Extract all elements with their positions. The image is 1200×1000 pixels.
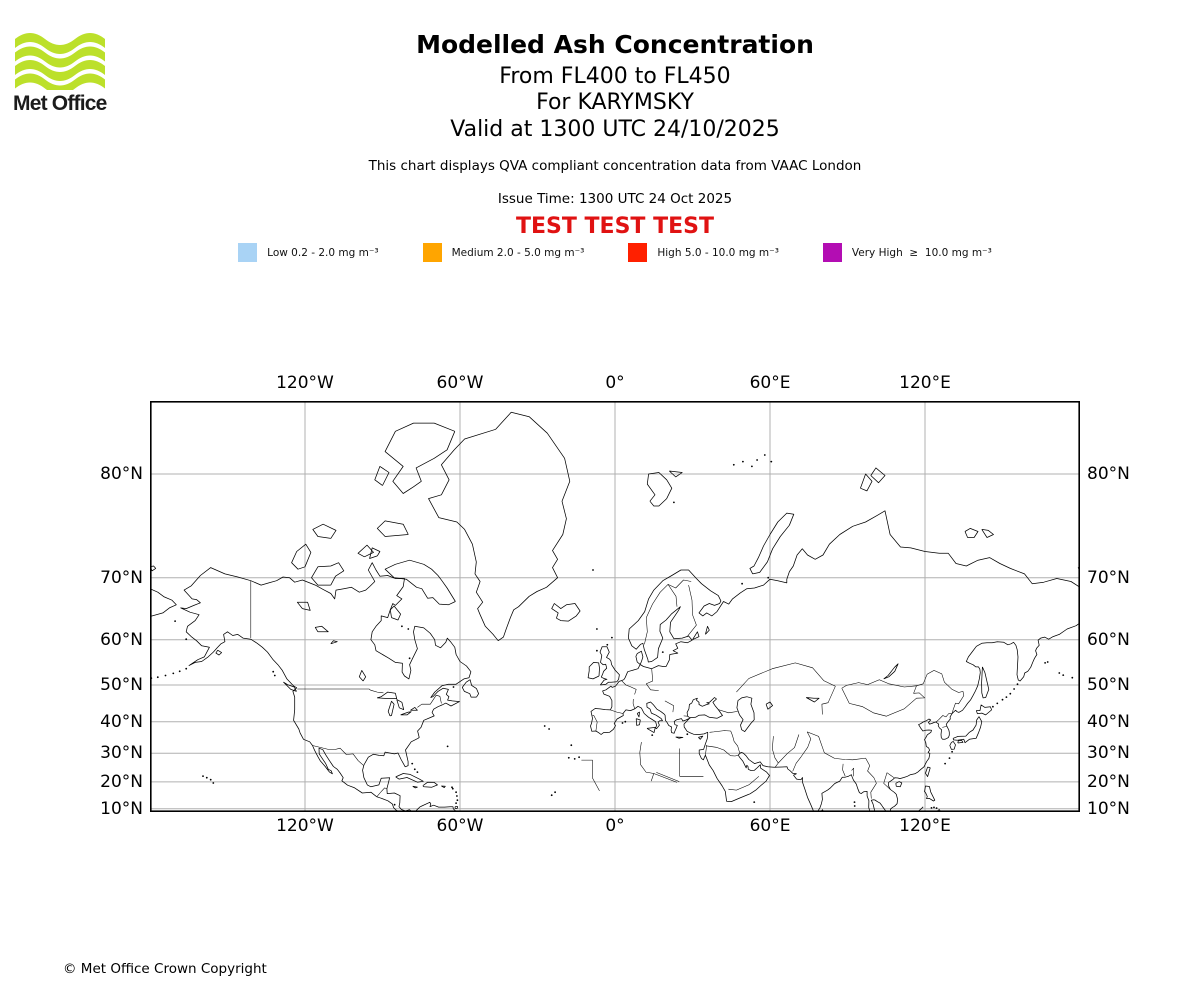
met-office-logo: Met Office <box>13 26 109 116</box>
world-map-panel <box>150 401 1081 812</box>
lat-tick-left: 60°N <box>100 629 143 650</box>
qva-description: This chart displays QVA compliant concen… <box>368 158 862 174</box>
lon-tick-top: 120°E <box>899 373 951 393</box>
lon-tick-bottom: 60°W <box>436 816 484 836</box>
legend-item-low: Low 0.2 - 2.0 mg m⁻³ <box>238 243 379 262</box>
subtitle-valid-time: Valid at 1300 UTC 24/10/2025 <box>450 117 780 142</box>
lat-tick-right: 30°N <box>1087 743 1130 764</box>
copyright-notice: © Met Office Crown Copyright <box>63 961 267 977</box>
legend-item-very-high: Very High ≥ 10.0 mg m⁻³ <box>822 243 992 262</box>
world-map <box>150 401 1081 812</box>
concentration-legend: Low 0.2 - 2.0 mg m⁻³ Medium 2.0 - 5.0 mg… <box>150 243 1080 262</box>
lat-tick-left: 30°N <box>100 743 143 764</box>
lon-tick-bottom: 60°E <box>749 816 791 836</box>
met-office-waves-icon <box>15 33 105 90</box>
subtitle-volcano: For KARYMSKY <box>536 90 694 115</box>
lat-tick-right: 80°N <box>1087 464 1130 484</box>
issue-time: Issue Time: 1300 UTC 24 Oct 2025 <box>497 191 733 207</box>
lon-tick-bottom: 0° <box>605 816 625 836</box>
lon-tick-top: 120°W <box>276 373 334 393</box>
lat-tick-left: 70°N <box>100 567 143 588</box>
legend-label-medium: Medium 2.0 - 5.0 mg m⁻³ <box>451 246 585 259</box>
lat-tick-right: 20°N <box>1087 771 1130 792</box>
lon-tick-top: 60°E <box>749 373 791 393</box>
lat-tick-left: 50°N <box>100 675 143 696</box>
subtitle-flight-levels: From FL400 to FL450 <box>499 64 731 89</box>
medium-swatch-icon <box>422 243 442 262</box>
lat-tick-left: 10°N <box>100 798 143 819</box>
lat-tick-left: 80°N <box>100 464 143 484</box>
lat-tick-right: 70°N <box>1087 567 1130 588</box>
lat-tick-right: 50°N <box>1087 675 1130 696</box>
lon-tick-top: 60°W <box>436 373 484 393</box>
high-swatch-icon <box>628 243 648 262</box>
legend-item-medium: Medium 2.0 - 5.0 mg m⁻³ <box>422 243 585 262</box>
lat-tick-left: 20°N <box>100 771 143 792</box>
page-title: Modelled Ash Concentration <box>416 30 814 59</box>
lon-tick-top: 0° <box>605 373 625 393</box>
legend-label-very-high: Very High ≥ 10.0 mg m⁻³ <box>851 246 992 259</box>
legend-label-high: High 5.0 - 10.0 mg m⁻³ <box>657 246 779 259</box>
lat-tick-left: 40°N <box>100 711 143 732</box>
lon-tick-bottom: 120°E <box>899 816 951 836</box>
legend-item-high: High 5.0 - 10.0 mg m⁻³ <box>628 243 779 262</box>
lat-tick-right: 10°N <box>1087 798 1130 819</box>
low-swatch-icon <box>238 243 258 262</box>
lat-tick-right: 40°N <box>1087 711 1130 732</box>
very-high-swatch-icon <box>822 243 842 262</box>
met-office-logo-text: Met Office <box>13 92 107 115</box>
lon-tick-bottom: 120°W <box>276 816 334 836</box>
lat-tick-right: 60°N <box>1087 629 1130 650</box>
legend-label-low: Low 0.2 - 2.0 mg m⁻³ <box>267 246 379 259</box>
test-watermark: TEST TEST TEST <box>516 214 714 239</box>
